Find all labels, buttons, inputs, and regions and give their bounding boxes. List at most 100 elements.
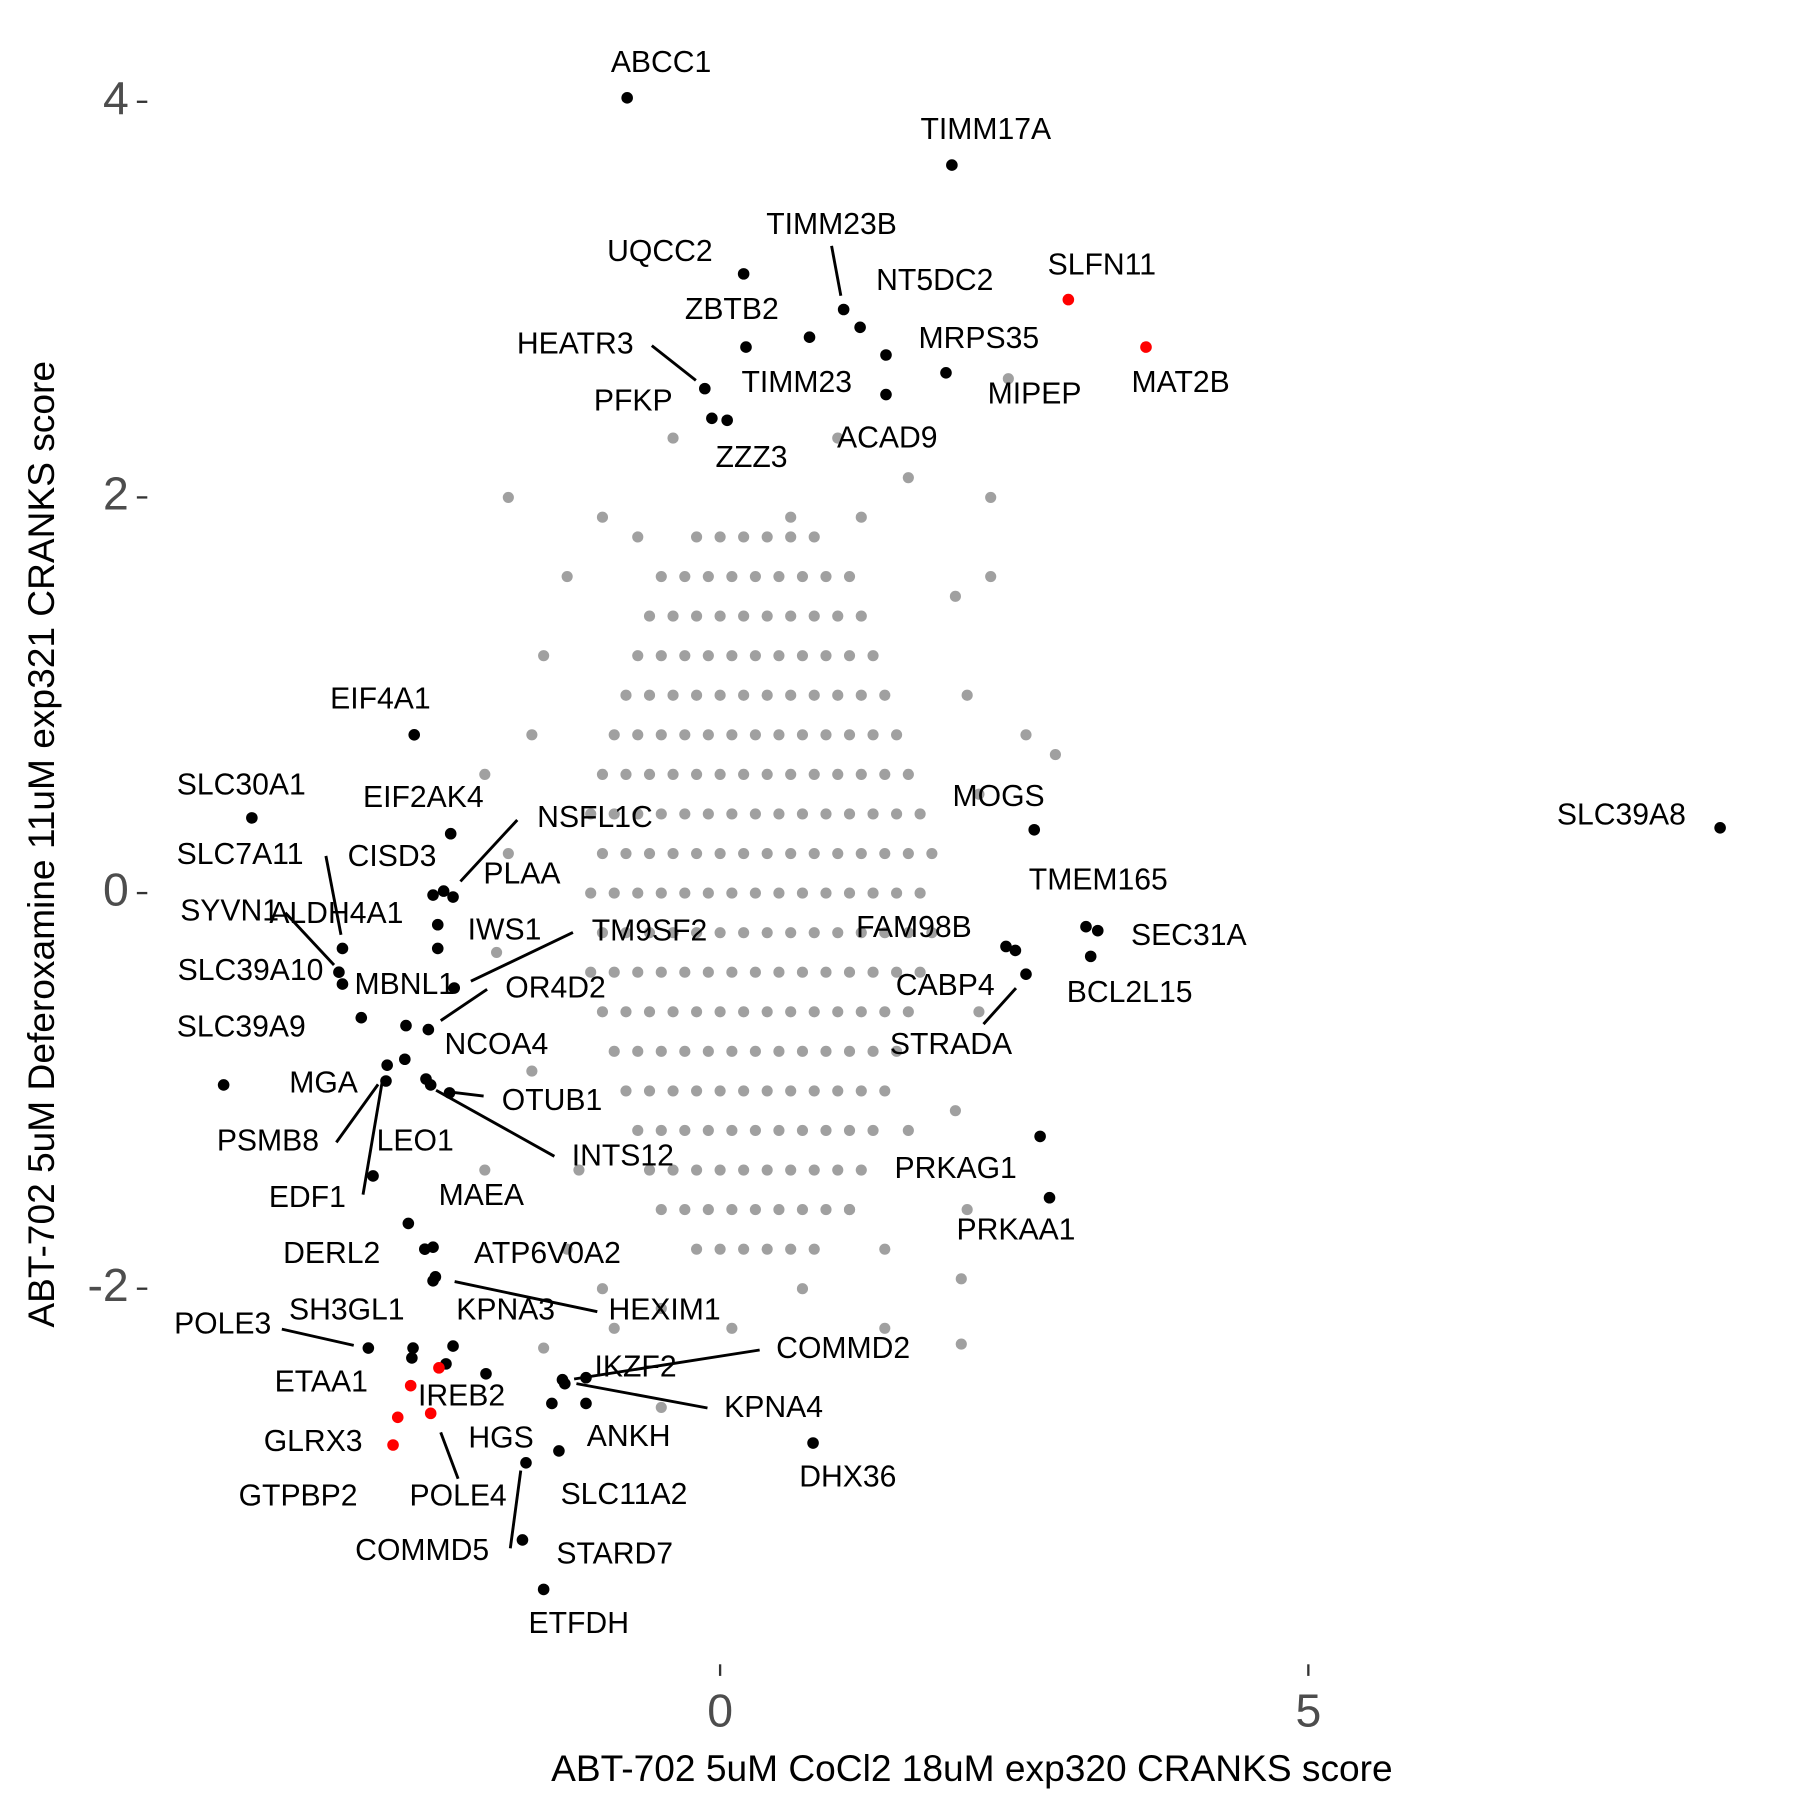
point	[608, 729, 620, 741]
point	[785, 927, 797, 939]
point	[749, 1204, 761, 1216]
point	[796, 887, 809, 899]
point	[480, 1367, 492, 1380]
point	[714, 847, 726, 860]
point	[667, 689, 679, 701]
point	[427, 1241, 439, 1253]
point	[632, 808, 644, 820]
point	[902, 472, 914, 484]
point	[643, 1006, 656, 1018]
point	[561, 570, 573, 583]
point	[691, 1164, 703, 1176]
point	[679, 650, 691, 662]
point	[855, 927, 867, 939]
point	[667, 1085, 679, 1097]
point	[796, 808, 809, 820]
point	[726, 1204, 738, 1216]
point-label: LEO1	[377, 1124, 454, 1157]
y-axis-title: ABT-702 5uM Deferoxamine 11uM exp321 CRA…	[20, 361, 62, 1328]
point	[516, 1534, 529, 1546]
point-label: ATP6V0A2	[474, 1237, 621, 1270]
point	[761, 768, 773, 780]
point	[854, 321, 866, 334]
point	[679, 1045, 691, 1057]
point	[855, 1164, 867, 1176]
point	[643, 927, 656, 939]
point	[667, 610, 679, 622]
point	[1049, 749, 1061, 761]
point	[880, 388, 892, 401]
point	[843, 650, 856, 662]
point	[867, 1045, 879, 1057]
point	[679, 808, 691, 820]
point	[843, 1124, 856, 1137]
point-label: ZZZ3	[716, 441, 788, 474]
point	[643, 768, 656, 780]
point	[843, 887, 856, 899]
point	[926, 927, 938, 939]
point	[714, 1006, 726, 1018]
point	[855, 847, 867, 860]
point	[761, 847, 773, 860]
point	[1000, 940, 1012, 953]
point	[808, 610, 820, 622]
point	[691, 1243, 703, 1255]
point	[902, 1006, 914, 1018]
point-label: SLC39A9	[177, 1011, 306, 1044]
leader-line	[435, 1088, 556, 1158]
point	[738, 610, 750, 622]
point	[702, 729, 714, 741]
point	[608, 1045, 620, 1057]
point	[400, 1019, 412, 1032]
point	[714, 1243, 726, 1255]
point	[655, 1204, 667, 1216]
point	[879, 1085, 891, 1097]
point	[808, 1006, 820, 1018]
point-label: KPNA3	[456, 1294, 555, 1327]
point	[596, 768, 609, 780]
point	[773, 808, 785, 820]
point	[573, 1164, 585, 1176]
point	[691, 531, 703, 543]
point-label: SEC31A	[1131, 919, 1247, 952]
point	[1020, 729, 1032, 741]
point	[714, 689, 726, 701]
point	[632, 531, 644, 543]
point	[955, 1338, 967, 1350]
point	[479, 768, 491, 780]
point-label: ABCC1	[611, 46, 712, 79]
point-label: GTPBP2	[239, 1479, 358, 1512]
point-label: MGA	[289, 1066, 359, 1099]
point	[1034, 1130, 1046, 1143]
point	[808, 768, 820, 780]
point	[843, 966, 856, 978]
point	[832, 689, 844, 701]
point	[526, 1065, 538, 1077]
point	[655, 887, 667, 899]
point	[773, 1204, 785, 1216]
point	[820, 1204, 832, 1216]
point	[738, 689, 750, 701]
point	[667, 768, 679, 780]
point-label: BCL2L15	[1067, 976, 1193, 1009]
point	[702, 1045, 714, 1057]
point-label: NSFL1C	[537, 801, 653, 834]
point	[632, 729, 644, 741]
point	[855, 610, 867, 622]
point-label: HEXIM1	[608, 1294, 720, 1327]
point	[1084, 950, 1097, 963]
point	[773, 887, 785, 899]
point	[537, 1583, 550, 1596]
point	[655, 1302, 667, 1315]
point	[1002, 373, 1014, 385]
point	[706, 412, 718, 425]
point-label: TMEM165	[1029, 863, 1168, 896]
point	[655, 1045, 667, 1057]
point	[940, 366, 952, 379]
point	[526, 729, 538, 741]
point	[355, 1011, 368, 1024]
point	[832, 432, 844, 444]
point	[914, 887, 926, 899]
y-tick-label: 4	[103, 72, 129, 124]
point	[773, 966, 785, 978]
